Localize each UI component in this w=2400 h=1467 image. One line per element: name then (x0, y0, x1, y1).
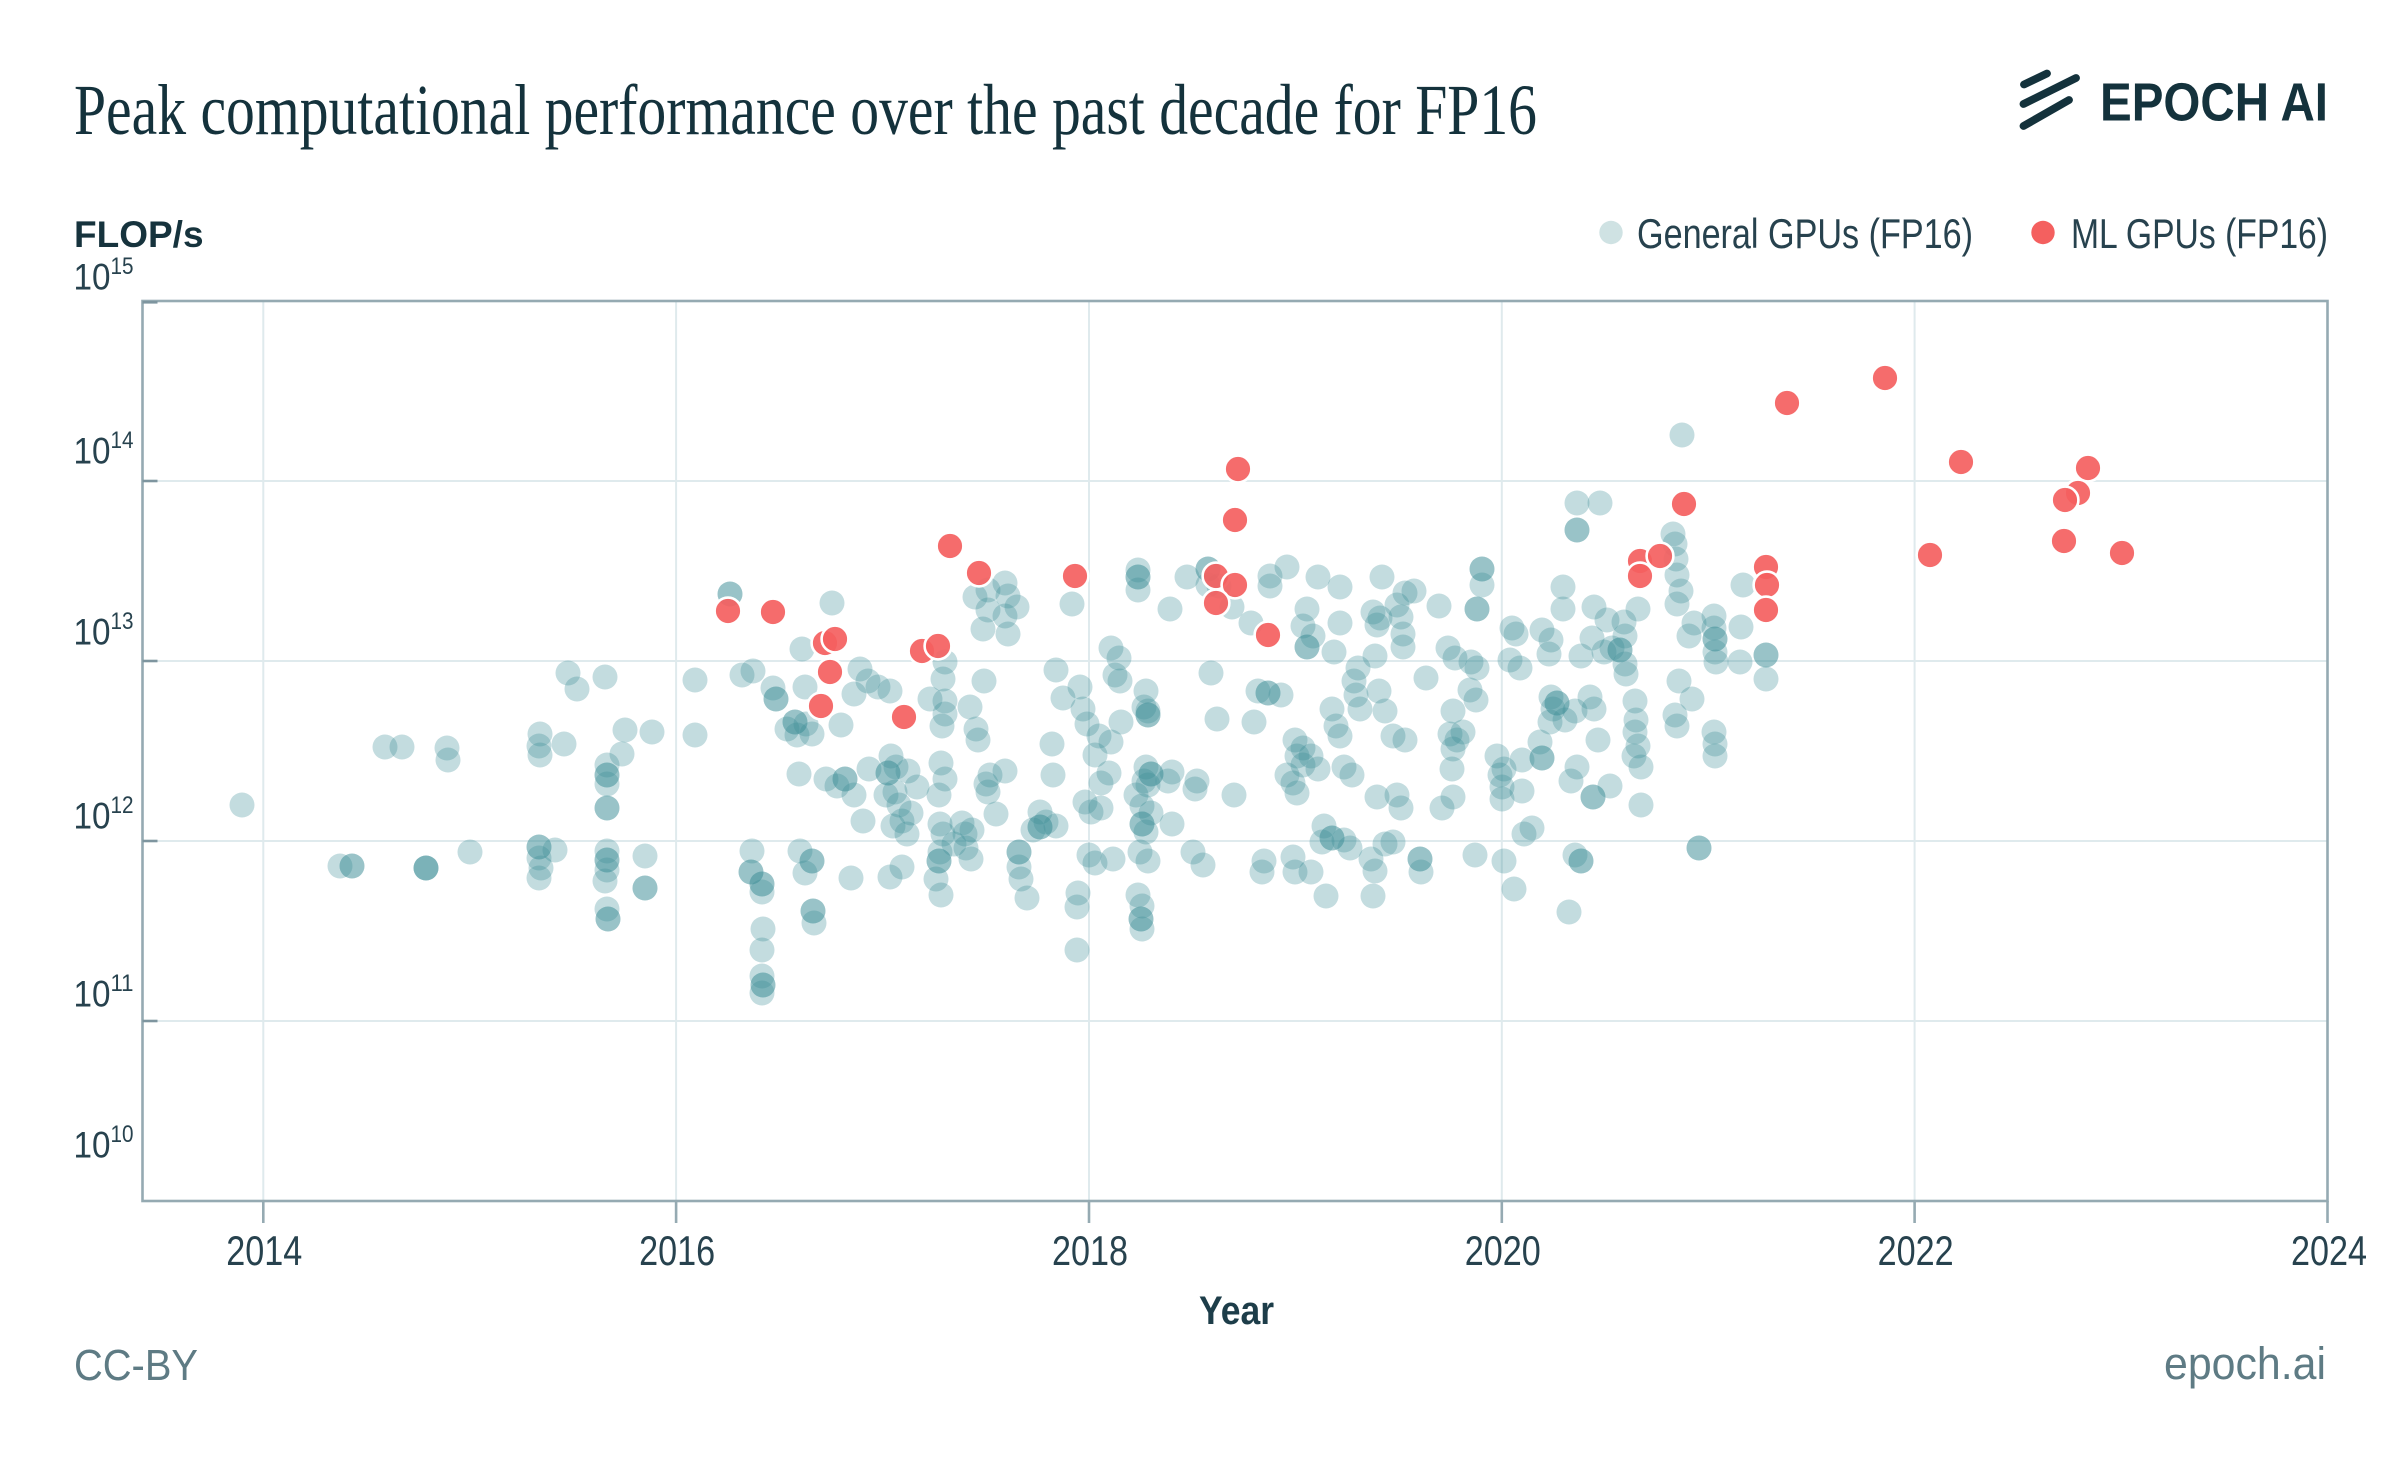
svg-text:10: 10 (74, 431, 111, 472)
svg-text:10: 10 (74, 257, 111, 298)
svg-text:12: 12 (111, 792, 134, 819)
svg-text:General GPUs (FP16): General GPUs (FP16) (1637, 210, 1973, 257)
svg-text:Year: Year (1199, 1289, 1274, 1333)
svg-text:EPOCH AI: EPOCH AI (2100, 73, 2328, 133)
svg-text:14: 14 (111, 427, 134, 454)
svg-text:ML GPUs (FP16): ML GPUs (FP16) (2071, 210, 2328, 257)
svg-text:10: 10 (74, 796, 111, 837)
svg-text:FLOP/s: FLOP/s (74, 214, 204, 255)
svg-text:10: 10 (74, 974, 111, 1015)
svg-text:2022: 2022 (1878, 1227, 1954, 1274)
svg-text:10: 10 (111, 1121, 134, 1148)
svg-text:2020: 2020 (1465, 1227, 1541, 1274)
svg-text:Peak computational performance: Peak computational performance over the … (74, 70, 1537, 150)
svg-text:10: 10 (74, 612, 111, 653)
svg-text:CC-BY: CC-BY (74, 1341, 198, 1390)
svg-text:13: 13 (111, 608, 134, 635)
svg-text:2018: 2018 (1052, 1227, 1128, 1274)
svg-text:10: 10 (74, 1125, 111, 1166)
svg-text:11: 11 (111, 970, 134, 997)
svg-text:2024: 2024 (2291, 1227, 2367, 1274)
svg-text:15: 15 (111, 253, 134, 280)
svg-text:2014: 2014 (226, 1227, 302, 1274)
svg-text:2016: 2016 (639, 1227, 715, 1274)
svg-text:epoch.ai: epoch.ai (2164, 1338, 2326, 1389)
